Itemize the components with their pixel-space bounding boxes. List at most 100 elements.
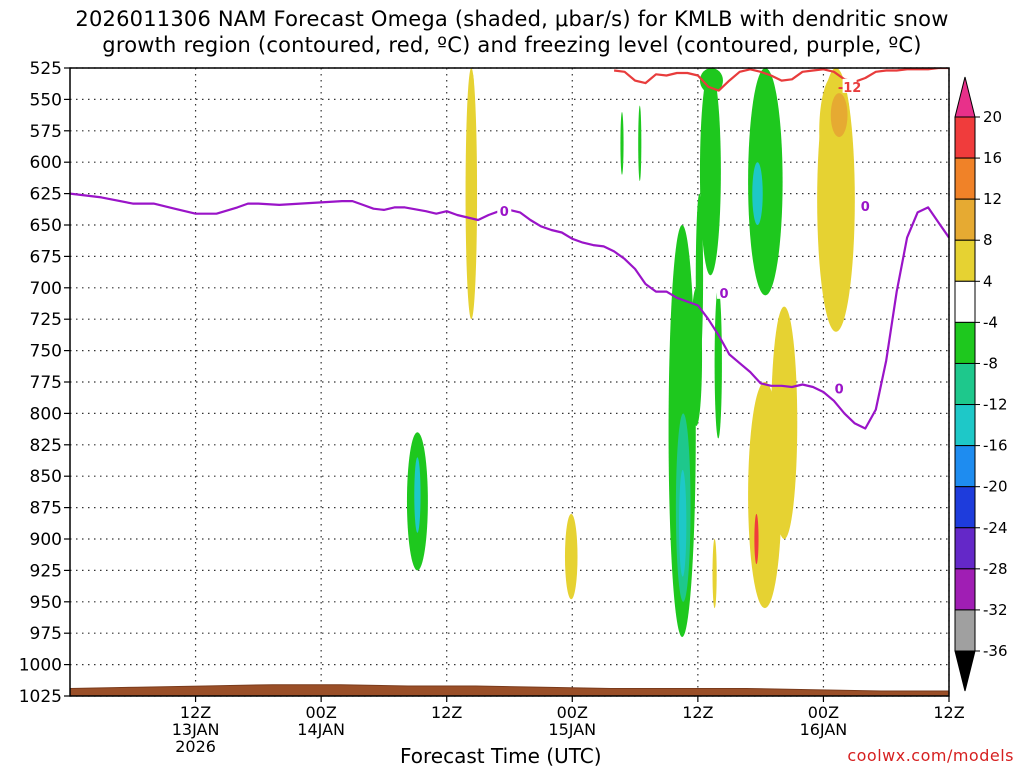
colorbar-box	[954, 116, 976, 159]
chart-title: 2026011306 NAM Forecast Omega (shaded, μ…	[75, 7, 949, 57]
colorbar-box	[954, 280, 976, 323]
y-tick-label: 675	[30, 247, 62, 267]
omega-region	[679, 469, 687, 577]
contour-label-bg	[842, 78, 857, 93]
colorbar-label: 16	[983, 149, 1002, 167]
x-tick-label: 16JAN	[800, 720, 848, 739]
y-tick-label: 625	[30, 185, 62, 205]
x-axis-label: Forecast Time (UTC)	[400, 744, 602, 768]
colorbar-label: -8	[983, 354, 998, 372]
colorbar-box	[954, 404, 976, 447]
colorbar-label: -28	[983, 560, 1008, 578]
colorbar-top-triangle	[954, 76, 976, 118]
contour-label: -12	[838, 81, 862, 96]
y-tick-label: 1025	[19, 687, 62, 707]
omega-region	[748, 68, 783, 296]
colorbar: 20 16 12 8 4 -4 -8 -12 -16 -20 -24 -28 -32 -36	[954, 76, 1008, 692]
omega-region	[699, 68, 721, 276]
y-tick-label: 975	[30, 624, 62, 644]
colorbar-label: 4	[983, 272, 993, 290]
colorbar-box	[954, 157, 976, 200]
y-tick-label: 900	[30, 530, 62, 550]
omega-region	[414, 457, 421, 533]
contour-label-bg	[832, 380, 847, 395]
x-tick-label: 14JAN	[297, 720, 345, 739]
y-tick-label: 925	[30, 561, 62, 581]
colorbar-box	[954, 527, 976, 570]
x-tick-label: 12Z	[431, 703, 462, 722]
colorbar-box	[954, 198, 976, 241]
colorbar-label: -36	[983, 642, 1008, 660]
colorbar-box	[954, 568, 976, 611]
x-tick-label: 12Z	[933, 703, 964, 722]
contour-label-bg	[717, 284, 732, 299]
terrain-fill	[70, 684, 949, 696]
colorbar-label: -16	[983, 437, 1008, 455]
y-tick-label: 1000	[19, 656, 62, 676]
colorbar-label: -12	[983, 396, 1008, 414]
y-tick-label: 650	[30, 216, 62, 236]
omega-region	[470, 74, 475, 213]
contour-label: 0	[500, 205, 509, 220]
omega-region	[714, 287, 722, 439]
colorbar-box	[954, 321, 976, 364]
y-tick-label: 825	[30, 436, 62, 456]
freezing-level-line	[70, 192, 949, 430]
colorbar-bottom-triangle	[954, 650, 976, 692]
colorbar-box	[954, 486, 976, 529]
omega-region	[830, 93, 848, 138]
colorbar-box	[954, 445, 976, 488]
contour-label: 0	[861, 200, 870, 215]
x-tick-label: 2026	[175, 737, 216, 756]
y-tick-label: 800	[30, 404, 62, 424]
y-tick-label: 850	[30, 467, 62, 487]
omega-region	[699, 68, 723, 94]
y-tick-label: 750	[30, 342, 62, 362]
contour-label: 0	[719, 287, 728, 302]
colorbar-box	[954, 239, 976, 282]
colorbar-label: 8	[983, 231, 993, 249]
omega-shading	[406, 68, 855, 637]
y-tick-label: 725	[30, 310, 62, 330]
y-tick-label: 875	[30, 499, 62, 519]
x-tick-label: 00Z	[808, 703, 839, 722]
colorbar-label: -4	[983, 313, 998, 331]
colorbar-label: 12	[983, 190, 1002, 208]
omega-region	[712, 539, 717, 609]
y-tick-label: 600	[30, 153, 62, 173]
omega-region	[638, 105, 642, 182]
omega-region	[620, 111, 624, 175]
contour-label-bg	[858, 198, 873, 213]
x-tick-label: 15JAN	[548, 720, 596, 739]
y-tick-label: 775	[30, 373, 62, 393]
x-tick-label: 00Z	[305, 703, 336, 722]
colorbar-label: -20	[983, 478, 1008, 496]
y-tick-label: 525	[30, 59, 62, 79]
contour-label: 0	[835, 382, 844, 397]
colorbar-label: -24	[983, 519, 1008, 537]
omega-region	[752, 162, 763, 226]
plot-area	[70, 68, 949, 696]
y-tick-label: 575	[30, 122, 62, 142]
y-tick-label: 700	[30, 279, 62, 299]
omega-region	[754, 513, 759, 565]
omega-region	[564, 513, 578, 600]
dgz-contour-line	[613, 68, 949, 92]
y-tick-label: 550	[30, 90, 62, 110]
y-tick-label: 950	[30, 593, 62, 613]
colorbar-label: 20	[983, 108, 1002, 126]
x-tick-label: 00Z	[557, 703, 588, 722]
colorbar-box	[954, 362, 976, 406]
omega-region	[695, 193, 704, 364]
x-tick-label: 12Z	[180, 703, 211, 722]
y-axis: 525 550 575 600 625 650 675 700 725 750 775 800 825 8…	[19, 59, 70, 707]
x-tick-label: 13JAN	[172, 720, 220, 739]
x-tick-label: 12Z	[682, 703, 713, 722]
colorbar-label: -32	[983, 601, 1008, 619]
colorbar-box	[954, 609, 976, 652]
contours: -12 0 0 0 0	[70, 68, 949, 430]
credit-link[interactable]: coolwx.com/models	[847, 746, 1014, 765]
contour-label-bg	[497, 203, 512, 218]
